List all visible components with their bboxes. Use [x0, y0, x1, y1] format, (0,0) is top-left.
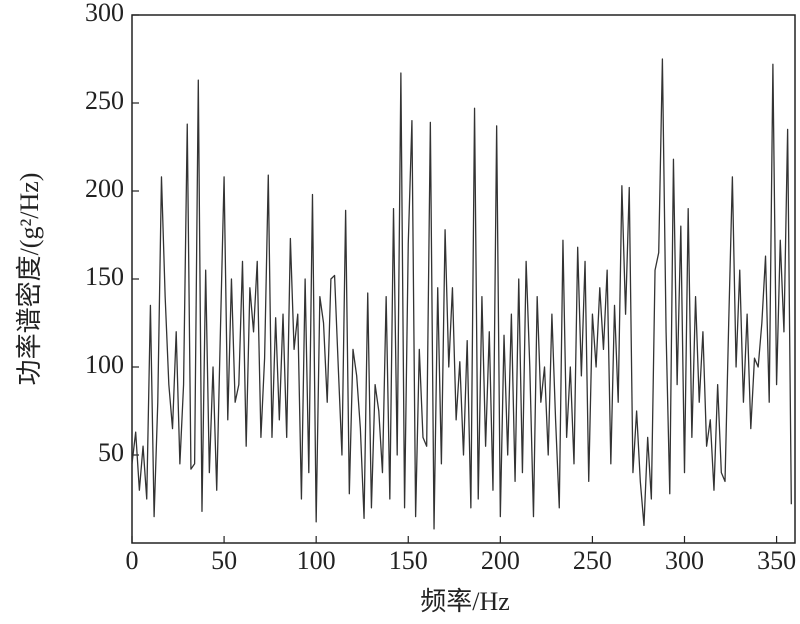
- x-tick-label: 300: [665, 546, 704, 575]
- x-tick-label: 350: [757, 546, 796, 575]
- y-tick-label: 300: [85, 0, 124, 27]
- y-tick-label: 150: [85, 262, 124, 291]
- x-tick-label: 200: [481, 546, 520, 575]
- x-tick-label: 100: [297, 546, 336, 575]
- x-tick-label: 250: [573, 546, 612, 575]
- y-tick-label: 250: [85, 86, 124, 115]
- x-tick-label: 50: [211, 546, 237, 575]
- x-tick-label: 0: [126, 546, 139, 575]
- y-tick-label: 50: [98, 438, 124, 467]
- y-tick-label: 200: [85, 174, 124, 203]
- y-axis-label: 功率谱密度/(g²/Hz): [15, 173, 44, 386]
- y-tick-label: 100: [85, 350, 124, 379]
- x-axis-label: 频率/Hz: [420, 587, 510, 616]
- x-tick-label: 150: [389, 546, 428, 575]
- data-line: [131, 58, 792, 530]
